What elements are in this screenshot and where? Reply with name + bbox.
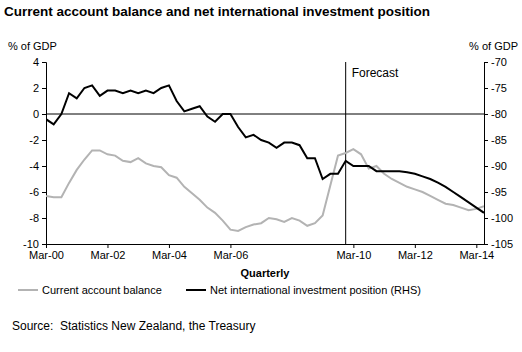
tick-label: -100	[491, 212, 513, 224]
tick: Mar-00	[29, 244, 64, 261]
tick-mark	[107, 244, 108, 248]
tick: Mar-06	[213, 244, 248, 261]
tick-label: -75	[491, 82, 507, 94]
tick-mark	[484, 218, 488, 219]
tick: Mar-12	[398, 244, 433, 261]
tick: -85	[484, 134, 507, 146]
tick-label: -80	[491, 108, 507, 120]
tick-label: 0	[33, 108, 39, 120]
tick-mark	[169, 244, 170, 248]
axis: Mar-00 Mar-02 Mar-04 Mar-06 Mar-10 Mar-12 Mar-…	[29, 244, 494, 261]
tick: -95	[484, 186, 507, 198]
tick-mark	[484, 166, 488, 167]
tick-mark	[484, 88, 488, 89]
tick-label: -105	[491, 238, 513, 250]
x-axis-title: Quarterly	[241, 267, 291, 279]
axis: -10-8-6-4-2024	[23, 56, 46, 250]
tick-label: -85	[491, 134, 507, 146]
legend: Current account balance Net international…	[18, 284, 421, 296]
tick-mark	[484, 244, 488, 245]
tick-label: Mar-02	[91, 249, 126, 261]
tick-mark	[353, 244, 354, 248]
tick-label: Mar-12	[398, 249, 433, 261]
tick: -6	[29, 186, 46, 198]
tick-mark	[484, 140, 488, 141]
y-axis-title: % of GDP	[8, 40, 57, 52]
tick: 4	[33, 56, 46, 68]
tick: Mar-10	[336, 244, 371, 261]
tick-mark	[42, 114, 46, 115]
tick-mark	[42, 192, 46, 193]
tick-mark	[42, 166, 46, 167]
tick: -8	[29, 212, 46, 224]
tick-mark	[42, 88, 46, 89]
tick-label: -70	[491, 56, 507, 68]
legend-label: Current account balance	[42, 284, 162, 296]
tick-label: Mar-14	[459, 249, 494, 261]
tick: -4	[29, 160, 46, 172]
tick-label: 2	[33, 82, 39, 94]
legend-swatch	[18, 289, 38, 291]
tick: -75	[484, 82, 507, 94]
tick-mark	[230, 244, 231, 248]
tick: -2	[29, 134, 46, 146]
chart: Current account balance and net internat…	[0, 0, 522, 352]
tick-label: Mar-04	[152, 249, 187, 261]
axis-line	[47, 244, 485, 245]
legend-swatch	[186, 289, 206, 291]
tick: 2	[33, 82, 46, 94]
tick-mark	[476, 244, 477, 248]
tick-mark	[484, 192, 488, 193]
axis: -105 -100 -95 -90 -85 -80 -75 -70	[484, 56, 513, 250]
tick-mark	[42, 244, 46, 245]
annotation: Forecast	[352, 66, 399, 80]
tick-mark	[415, 244, 416, 248]
tick-label: Mar-10	[336, 249, 371, 261]
series-line	[46, 149, 484, 231]
tick-mark	[484, 62, 488, 63]
tick-mark	[484, 114, 488, 115]
title: Current account balance and net internat…	[4, 4, 430, 19]
tick: -100	[484, 212, 513, 224]
tick-mark	[42, 62, 46, 63]
legend-label: Net international investment position (R…	[210, 284, 421, 296]
tick-label: -2	[29, 134, 39, 146]
tick: 0	[33, 108, 46, 120]
tick-mark	[42, 218, 46, 219]
axis-line	[42, 63, 47, 245]
tick-mark	[46, 244, 47, 248]
tick: -90	[484, 160, 507, 172]
tick: Mar-14	[459, 244, 494, 261]
tick-mark	[42, 140, 46, 141]
zero-line	[46, 114, 484, 115]
tick: Mar-02	[91, 244, 126, 261]
source: Source: Statistics New Zealand, the Trea…	[12, 319, 255, 333]
tick: Mar-04	[152, 244, 187, 261]
tick-label: Mar-06	[213, 249, 248, 261]
tick: -70	[484, 56, 507, 68]
tick-label: -4	[29, 160, 39, 172]
tick-label: -6	[29, 186, 39, 198]
axis-line	[485, 63, 489, 245]
y2-axis-title: % of GDP	[469, 40, 518, 52]
tick-label: -95	[491, 186, 507, 198]
tick-label: 4	[33, 56, 39, 68]
series-line	[46, 85, 484, 212]
tick-label: Mar-00	[29, 249, 64, 261]
plot-area	[46, 85, 484, 231]
tick: -80	[484, 108, 507, 120]
tick-label: -8	[29, 212, 39, 224]
tick-label: -90	[491, 160, 507, 172]
